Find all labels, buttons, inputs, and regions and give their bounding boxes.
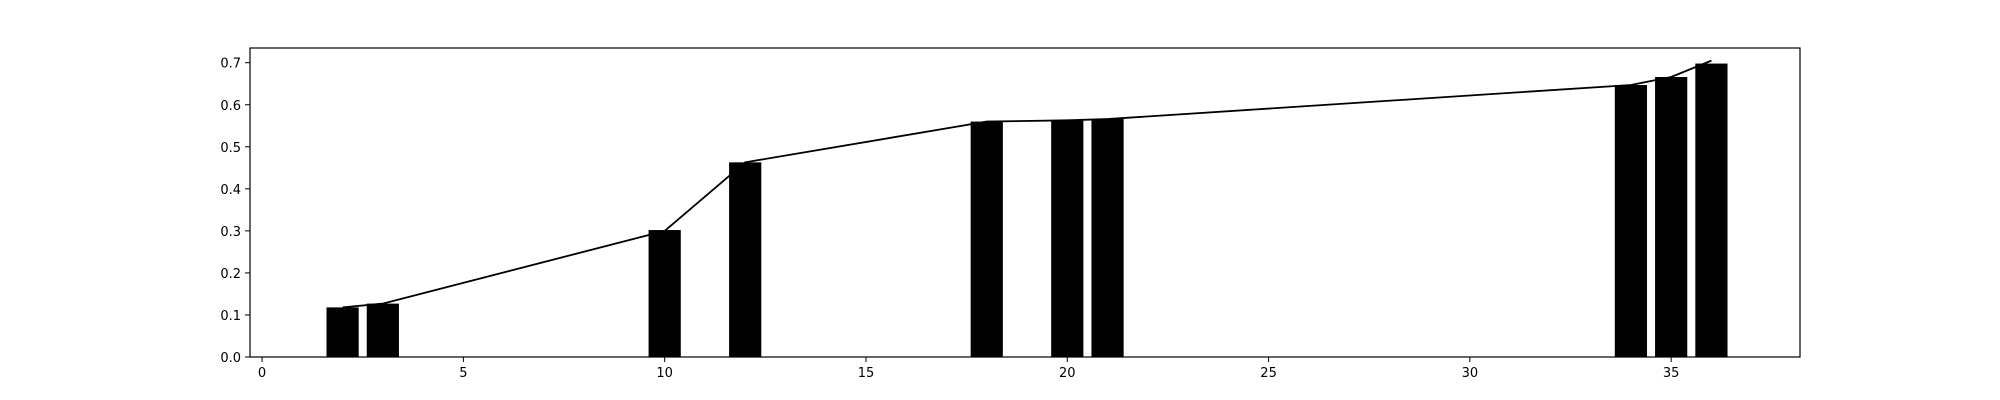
y-tick-label-0.2: 0.2 — [220, 267, 241, 282]
plot-frame — [249, 47, 1801, 358]
bar-12 — [729, 162, 762, 357]
x-tick-label-15: 15 — [858, 366, 875, 381]
bar-36 — [1695, 63, 1728, 358]
y-axis: 0.0 0.1 0.2 0.3 0.4 0.5 0.6 0.7 — [220, 57, 250, 366]
x-tick-label-5: 5 — [459, 366, 467, 381]
x-tick-label-0: 0 — [258, 366, 266, 381]
series-line — [342, 59, 1712, 309]
bar-35 — [1655, 77, 1688, 357]
bar-18 — [970, 121, 1003, 357]
bar-3 — [366, 303, 399, 357]
y-tick-label-0.7: 0.7 — [220, 57, 241, 72]
y-tick-label-0.6: 0.6 — [220, 99, 241, 114]
bar-34 — [1614, 85, 1648, 357]
y-tick-label-0.3: 0.3 — [220, 225, 241, 240]
line-layer — [342, 59, 1712, 309]
x-tick-label-30: 30 — [1462, 366, 1479, 381]
x-tick-label-10: 10 — [656, 366, 673, 381]
x-tick-label-35: 35 — [1663, 366, 1680, 381]
bar-2 — [326, 307, 359, 357]
bar-10 — [648, 230, 681, 357]
y-tick-label-0.4: 0.4 — [220, 183, 241, 198]
y-tick-label-0.1: 0.1 — [220, 309, 241, 324]
y-tick-label-0.5: 0.5 — [220, 141, 241, 156]
x-axis: 0 5 10 15 20 25 30 35 — [258, 357, 1680, 381]
bar-20 — [1051, 120, 1084, 357]
x-tick-label-20: 20 — [1059, 366, 1076, 381]
bar-21 — [1091, 119, 1124, 357]
y-tick-label-0.0: 0.0 — [220, 351, 241, 366]
bars-layer — [326, 63, 1728, 358]
x-tick-label-25: 25 — [1260, 366, 1277, 381]
